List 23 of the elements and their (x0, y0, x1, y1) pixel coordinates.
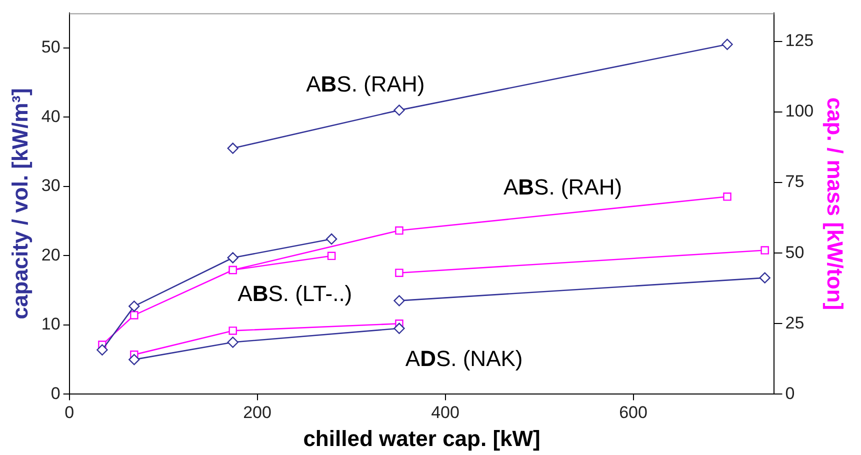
x-axis-title: chilled water cap. [kW] (303, 426, 540, 451)
y-axis-title: capacity / vol. [kW/m³] (7, 88, 32, 320)
y2-tick-label: 100 (785, 102, 814, 121)
annotation: ABS. (LT-..) (238, 281, 352, 306)
y-tick-label: 20 (41, 245, 60, 264)
annotation: ABS. (RAH) (306, 72, 425, 97)
y-tick-label: 10 (41, 314, 60, 334)
y2-axis-title: cap. / mass [kW/ton] (822, 97, 848, 310)
x-tick-label: 200 (243, 403, 272, 422)
y-tick-label: 30 (41, 176, 60, 196)
annotation: ABS. (RAH) (503, 174, 622, 200)
y-tick-label: 50 (41, 38, 60, 57)
y2-tick-label: 50 (785, 242, 804, 262)
y2-tick-label: 0 (785, 384, 795, 403)
y-tick-label: 0 (50, 384, 60, 403)
y2-tick-label: 25 (785, 313, 804, 332)
y-tick-label: 40 (41, 106, 60, 126)
y2-tick-label: 125 (785, 31, 814, 50)
annotation: ADS. (NAK) (405, 346, 523, 371)
x-tick-label: 400 (431, 403, 460, 422)
x-tick-label: 600 (619, 403, 648, 422)
x-tick-label: 0 (64, 403, 74, 422)
y2-tick-label: 75 (785, 172, 804, 192)
